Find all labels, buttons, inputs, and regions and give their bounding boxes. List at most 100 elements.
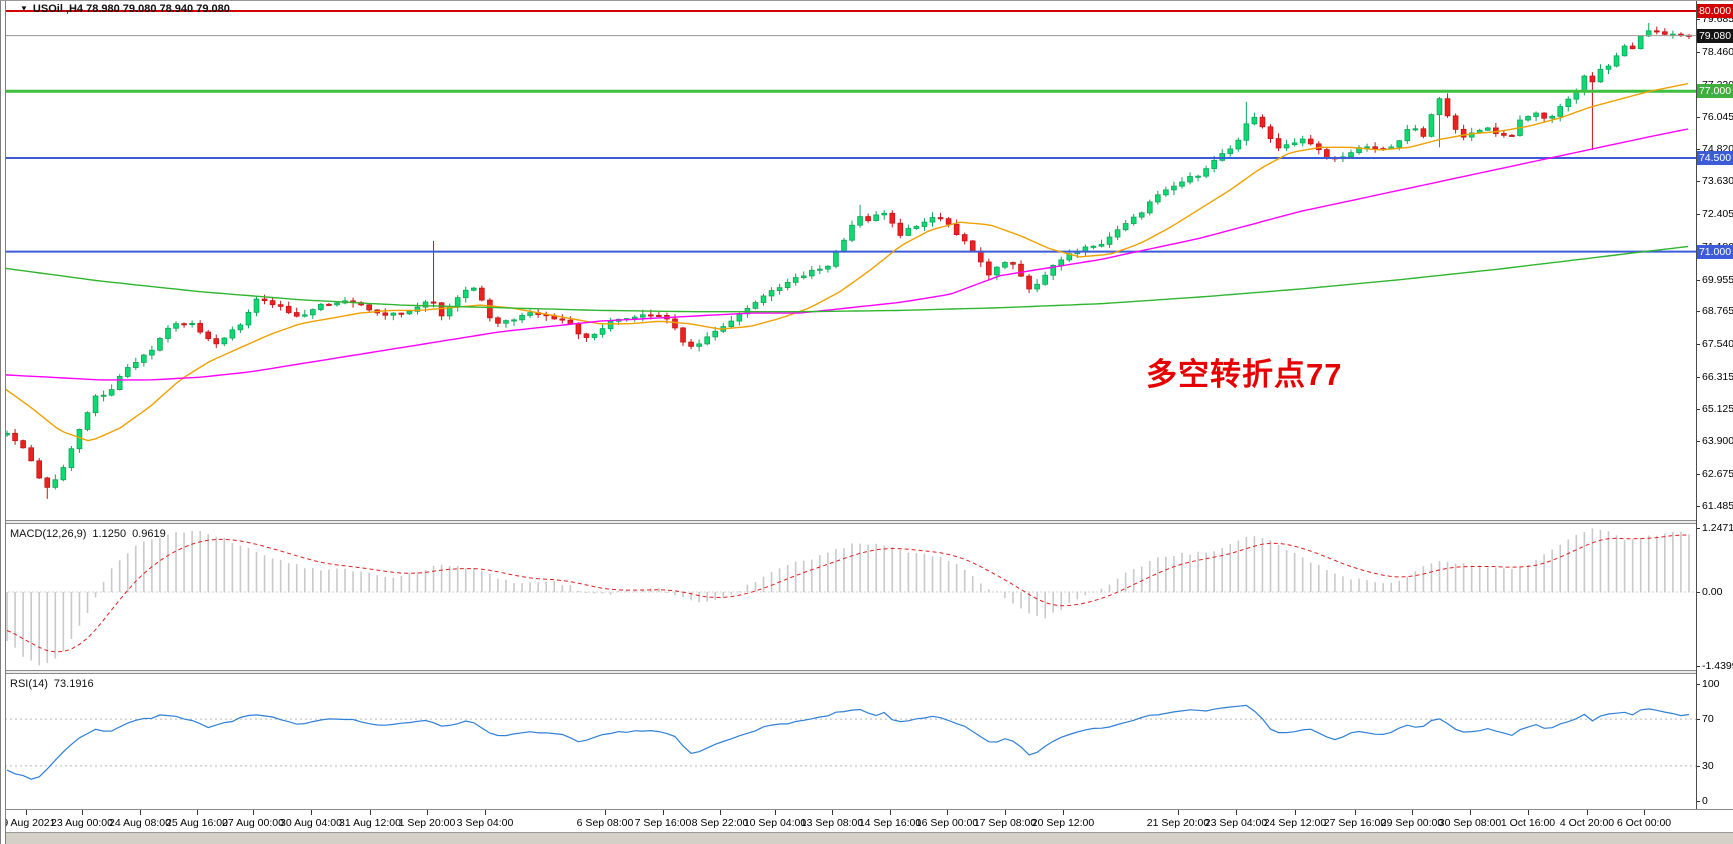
candle-body bbox=[237, 324, 244, 331]
time-axis[interactable]: 19 Aug 2021 23 Aug 00:00 24 Aug 08:00 25 Au… bbox=[0, 809, 1733, 832]
candle-body bbox=[1621, 45, 1628, 57]
time-tick bbox=[1528, 810, 1529, 815]
candle-body bbox=[1114, 229, 1121, 238]
candle-body bbox=[825, 265, 831, 270]
macd-histogram-bar bbox=[38, 592, 41, 666]
time-tick bbox=[720, 810, 721, 815]
macd-histogram-bar bbox=[738, 591, 741, 593]
price-tick-label: 73.630 bbox=[1696, 175, 1733, 188]
macd-histogram-bar bbox=[1454, 563, 1457, 593]
macd-histogram-bar bbox=[54, 592, 57, 659]
macd-histogram-bar bbox=[899, 550, 902, 593]
macd-histogram-bar bbox=[859, 543, 861, 593]
macd-histogram-bar bbox=[303, 568, 306, 593]
candle-body bbox=[567, 319, 574, 325]
time-tick bbox=[890, 810, 891, 815]
macd-histogram-bar bbox=[360, 571, 362, 593]
macd-histogram-bar bbox=[1438, 561, 1441, 593]
pane-separator[interactable] bbox=[0, 670, 1697, 674]
time-tick bbox=[832, 810, 833, 815]
time-tick-label: 6 Oct 00:00 bbox=[1616, 817, 1672, 829]
time-tick bbox=[1178, 810, 1179, 815]
macd-histogram-bar bbox=[30, 592, 32, 661]
candle-body bbox=[495, 317, 501, 324]
candle-body bbox=[1501, 133, 1507, 136]
macd-histogram-bar bbox=[1486, 567, 1489, 593]
macd-histogram-bar bbox=[1189, 554, 1191, 593]
macd-histogram-bar bbox=[1543, 554, 1545, 593]
candle-body bbox=[1484, 127, 1491, 131]
pane-separator[interactable] bbox=[0, 520, 1697, 524]
candle-body bbox=[1050, 265, 1057, 276]
rsi-pane[interactable]: RSI(14) 73.1916 bbox=[0, 674, 1697, 809]
macd-histogram-bar bbox=[1382, 583, 1384, 593]
macd-histogram-bar bbox=[867, 544, 869, 593]
time-tick bbox=[82, 810, 83, 815]
macd-tick-label: -1.4399 bbox=[1697, 660, 1733, 672]
macd-histogram-bar bbox=[1639, 537, 1642, 593]
chart-text-annotation[interactable]: 多空转折点77 bbox=[1146, 357, 1343, 392]
time-tick-label: 30 Sep 08:00 bbox=[1438, 817, 1502, 829]
window-left-edge bbox=[0, 1, 6, 844]
candle-body bbox=[1629, 45, 1636, 50]
macd-histogram-bar bbox=[746, 584, 749, 593]
candle-body bbox=[921, 221, 928, 227]
macd-histogram-bar bbox=[159, 537, 161, 593]
time-tick bbox=[427, 810, 428, 815]
macd-histogram-bar bbox=[279, 559, 282, 593]
candle-body bbox=[937, 217, 944, 220]
macd-histogram-bar bbox=[1148, 560, 1151, 593]
price-tick-label: 69.955 bbox=[1696, 273, 1733, 286]
macd-histogram-bar bbox=[183, 532, 185, 593]
candle-body bbox=[1138, 212, 1145, 218]
candle-body bbox=[221, 337, 228, 345]
candle-body bbox=[84, 412, 91, 430]
price-axis[interactable]: 79.68578.46077.23076.04574.82073.63072.4… bbox=[1696, 1, 1733, 809]
candle-body bbox=[752, 302, 759, 309]
candle-body bbox=[1090, 245, 1097, 248]
candlestick-chart[interactable] bbox=[0, 1, 1697, 520]
candle-body bbox=[1259, 116, 1266, 128]
rsi-line bbox=[6, 704, 1690, 780]
main-chart-pane[interactable]: ▼ USOil ,H4 78.980 79.080 78.940 79.080 多… bbox=[0, 1, 1697, 520]
candle-body bbox=[1557, 106, 1564, 117]
macd-histogram-bar bbox=[1503, 568, 1505, 593]
price-badge-74.500: 74.500 bbox=[1697, 151, 1733, 166]
macd-chart[interactable] bbox=[0, 524, 1697, 670]
candle-body bbox=[559, 318, 566, 321]
candle-body bbox=[229, 329, 236, 339]
macd-histogram-bar bbox=[6, 592, 8, 642]
ma-slow-green bbox=[0, 245, 1689, 313]
candle-body bbox=[768, 290, 775, 297]
candle-body bbox=[511, 319, 517, 322]
macd-histogram-bar bbox=[1446, 561, 1449, 593]
candle-body bbox=[173, 323, 179, 329]
candle-body bbox=[1573, 91, 1580, 100]
candle-body bbox=[1203, 168, 1209, 177]
candle-body bbox=[1597, 68, 1604, 83]
macd-pane[interactable]: MACD(12,26,9) 1.1250 0.9619 bbox=[0, 524, 1697, 670]
time-tick-label: 16 Sep 00:00 bbox=[915, 817, 979, 829]
macd-histogram-bar bbox=[1615, 535, 1618, 593]
macd-histogram-bar bbox=[1116, 578, 1119, 593]
candle-body bbox=[792, 277, 799, 283]
macd-histogram-bar bbox=[1631, 539, 1634, 593]
macd-histogram-bar bbox=[786, 565, 789, 593]
macd-histogram-bar bbox=[1414, 571, 1417, 593]
time-tick bbox=[26, 810, 27, 815]
macd-histogram-bar bbox=[819, 555, 821, 593]
macd-histogram-bar bbox=[915, 552, 918, 593]
macd-histogram-bar bbox=[400, 575, 403, 593]
rsi-label: RSI(14) 73.1916 bbox=[10, 678, 100, 690]
macd-histogram-bar bbox=[682, 592, 684, 598]
macd-histogram-bar bbox=[947, 560, 950, 593]
macd-histogram-bar bbox=[1591, 528, 1594, 593]
macd-histogram-bar bbox=[883, 545, 886, 593]
macd-histogram-bar bbox=[762, 576, 765, 593]
rsi-chart[interactable] bbox=[0, 674, 1697, 809]
macd-histogram-bar bbox=[730, 592, 733, 595]
macd-histogram-bar bbox=[118, 560, 121, 593]
macd-histogram-bar bbox=[215, 536, 218, 593]
candle-body bbox=[181, 323, 187, 326]
